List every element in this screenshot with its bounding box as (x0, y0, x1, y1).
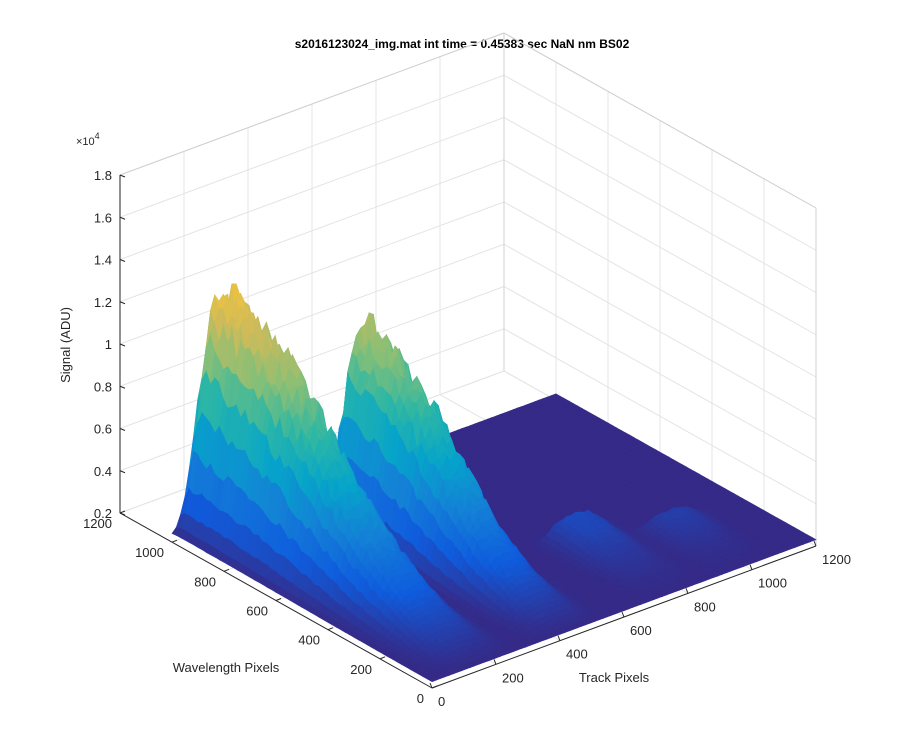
grid-line (119, 286, 505, 429)
box-edge (119, 32, 505, 176)
grid-line (503, 243, 817, 420)
grid-line (119, 117, 505, 260)
box-edge (503, 32, 817, 209)
grid-line (119, 243, 505, 387)
grid-line (119, 159, 505, 303)
surface-mesh (171, 283, 817, 683)
grid-line (503, 117, 817, 293)
grid-line (119, 74, 505, 218)
grid-line (503, 201, 817, 378)
grid-line (503, 328, 817, 505)
grid-line (503, 159, 817, 336)
grid-line (119, 201, 505, 345)
chart-title: s2016123024_img.mat int time = 0.45383 s… (295, 37, 630, 51)
grid-line (503, 286, 817, 462)
grid-line (503, 74, 817, 251)
